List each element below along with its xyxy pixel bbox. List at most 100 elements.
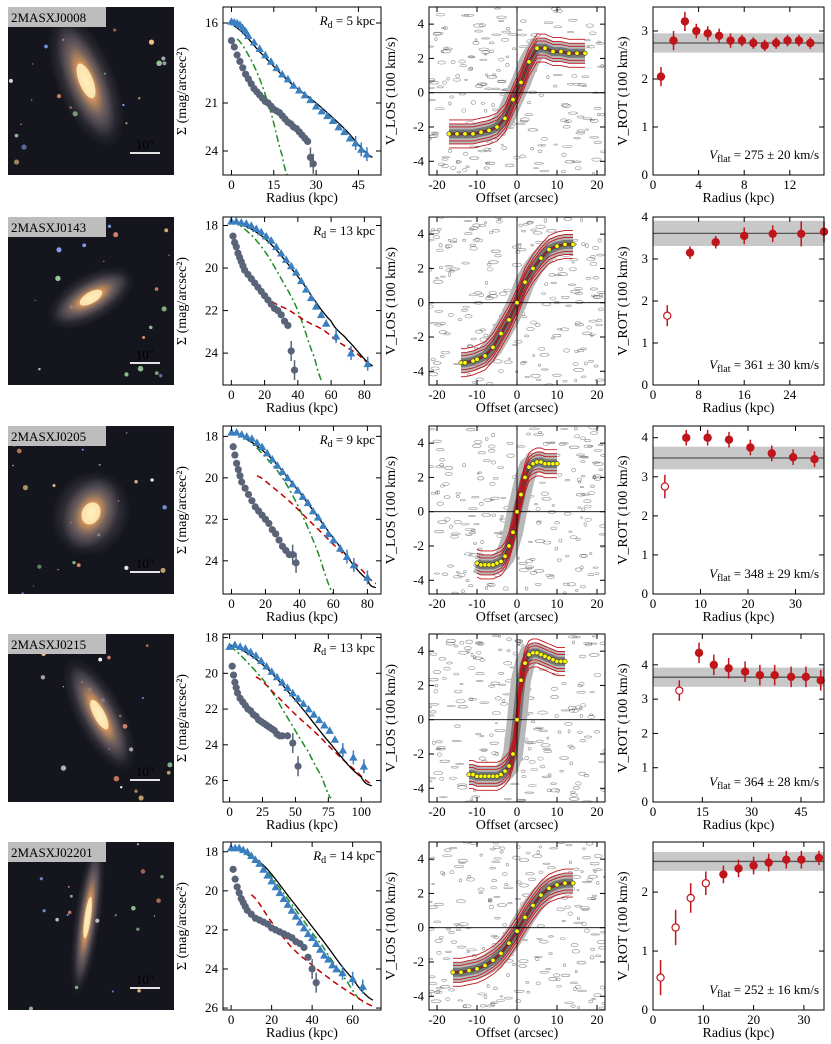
star <box>154 287 159 291</box>
noise-contour <box>461 108 467 113</box>
plot-area <box>227 17 373 175</box>
rotation-point <box>797 855 806 864</box>
noise-contour <box>453 363 459 366</box>
bulge-point <box>232 459 241 467</box>
star <box>134 789 138 793</box>
noise-contour <box>524 375 530 379</box>
noise-contour <box>429 677 439 682</box>
galaxy-bulge <box>79 289 103 306</box>
noise-contour <box>474 291 483 295</box>
noise-contour <box>447 238 452 242</box>
rotation-point <box>788 453 798 462</box>
noise-contour <box>469 66 473 70</box>
velocity-trace-point <box>482 962 488 968</box>
noise-contour <box>518 561 528 565</box>
noise-contour <box>594 730 600 734</box>
noise-contour <box>512 855 521 860</box>
disk-point <box>273 461 282 469</box>
rotation-point <box>810 455 819 464</box>
noise-contour <box>464 646 472 651</box>
bulge-point <box>229 232 237 240</box>
bulge-point <box>236 472 244 480</box>
disk-point <box>243 847 252 856</box>
y-tick-label: 24 <box>205 345 219 360</box>
disk-point <box>255 859 264 867</box>
disk-point <box>359 762 369 770</box>
noise-contour <box>449 776 457 780</box>
star <box>161 306 167 312</box>
star <box>16 448 22 454</box>
noise-contour <box>493 895 501 899</box>
velocity-trace-point <box>514 509 520 515</box>
noise-contour <box>475 377 484 382</box>
disk-point <box>255 44 264 52</box>
noise-contour <box>518 959 529 964</box>
noise-contour <box>461 589 465 594</box>
noise-contour <box>468 507 478 510</box>
noise-contour <box>599 641 605 646</box>
noise-contour <box>588 653 600 657</box>
noise-contour <box>479 328 486 332</box>
rotation-point <box>656 973 665 982</box>
plot-area <box>429 7 605 175</box>
star <box>114 914 117 917</box>
noise-contour <box>574 426 578 431</box>
noise-contour <box>537 756 544 761</box>
y-tick-label: 3 <box>642 251 649 266</box>
velocity-trace-point <box>566 50 572 56</box>
plot-area <box>227 428 377 594</box>
noise-contour <box>586 878 593 882</box>
noise-contour <box>491 33 502 36</box>
noise-contour <box>562 125 571 129</box>
noise-contour <box>472 380 477 384</box>
annotation-symbol: V <box>709 357 719 372</box>
noise-contour <box>431 999 442 1004</box>
disk-point <box>311 302 321 310</box>
rotation-point <box>703 29 712 38</box>
annotation-symbol: V <box>709 774 719 789</box>
y-tick-label: -4 <box>413 780 424 795</box>
noise-contour <box>560 170 567 173</box>
noise-contour <box>498 369 504 374</box>
bulge-point <box>241 484 249 492</box>
disk-point <box>304 704 313 713</box>
noise-contour <box>571 949 580 954</box>
disk-point <box>267 876 276 885</box>
star <box>66 913 69 916</box>
noise-contour <box>600 64 604 68</box>
noise-contour <box>492 845 501 849</box>
noise-contour <box>589 136 600 139</box>
noise-contour <box>575 589 579 592</box>
noise-contour <box>468 293 478 297</box>
noise-contour <box>488 444 496 449</box>
disk-point <box>317 106 326 115</box>
annotation-value: = 348 ± 29 km/s <box>731 566 820 581</box>
noise-contour <box>450 766 459 769</box>
y-tick-label: 1 <box>642 547 649 562</box>
x-tick-label: 25 <box>256 804 269 819</box>
noise-contour <box>506 453 515 458</box>
annotation-value: = 13 kpc <box>326 223 375 238</box>
noise-contour <box>550 337 556 340</box>
noise-contour <box>569 535 578 539</box>
x-tick-label: 10 <box>697 1012 710 1027</box>
scale-length-annotation: Rd = 9 kpc <box>319 432 376 450</box>
noise-contour <box>484 73 488 77</box>
noise-contour <box>443 666 451 671</box>
velocity-trace-point <box>554 461 560 467</box>
noise-contour <box>582 331 592 336</box>
noise-contour <box>533 167 539 170</box>
noise-contour <box>511 245 518 249</box>
noise-contour <box>560 427 569 430</box>
noise-contour <box>503 797 512 801</box>
noise-contour <box>513 989 525 993</box>
disk-point <box>294 86 304 94</box>
noise-contour <box>561 152 567 157</box>
disk-point <box>323 111 332 120</box>
noise-contour <box>466 649 471 653</box>
noise-contour <box>524 586 529 591</box>
bulge-point <box>230 43 238 51</box>
noise-contour <box>501 146 508 151</box>
noise-contour <box>438 243 443 248</box>
